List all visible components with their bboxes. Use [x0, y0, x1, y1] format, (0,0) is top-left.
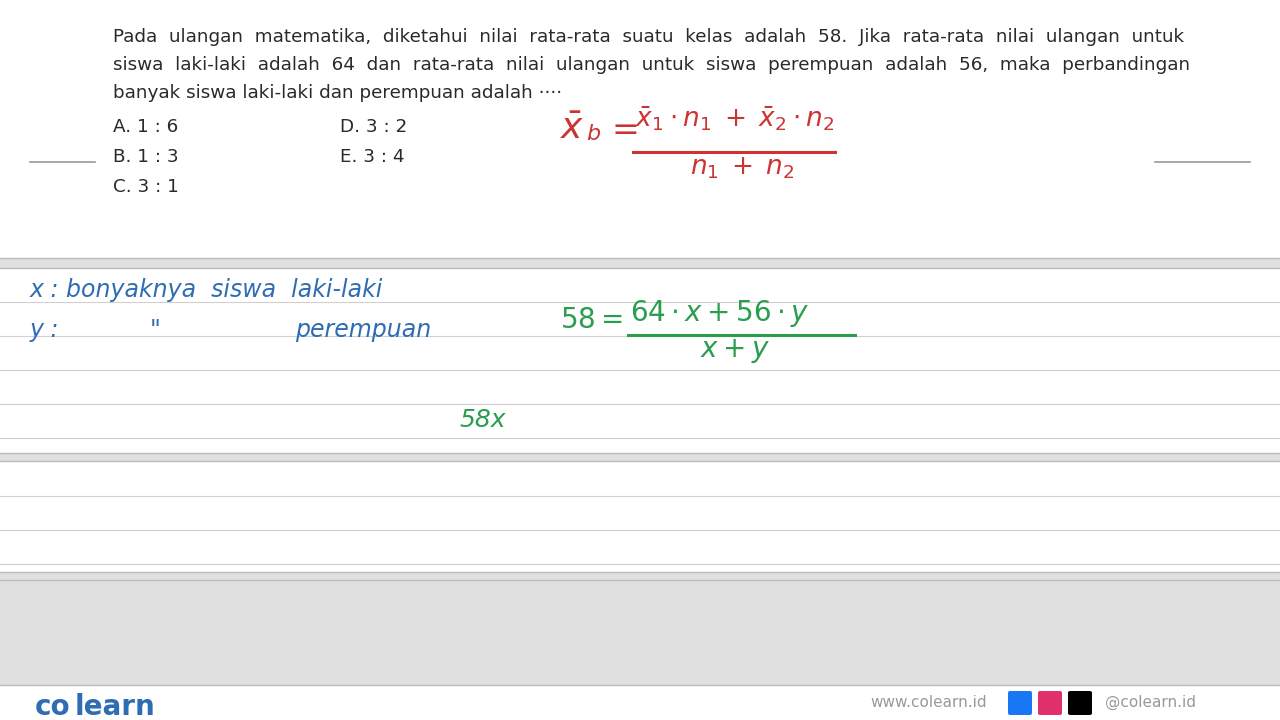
Text: C. 3 : 1: C. 3 : 1	[113, 178, 179, 196]
FancyBboxPatch shape	[1009, 691, 1032, 715]
Bar	[0, 462, 1280, 572]
Text: perempuan: perempuan	[294, 318, 431, 342]
Bar	[0, 0, 1280, 258]
Bar	[0, 685, 1280, 720]
Text: B. 1 : 3: B. 1 : 3	[113, 148, 179, 166]
Text: $58 =$: $58 =$	[561, 306, 623, 334]
Text: E. 3 : 4: E. 3 : 4	[340, 148, 404, 166]
Text: @colearn.id: @colearn.id	[1105, 695, 1196, 710]
Text: ": "	[150, 318, 161, 342]
Text: A. 1 : 6: A. 1 : 6	[113, 118, 178, 136]
Text: $b$: $b$	[586, 124, 602, 144]
FancyBboxPatch shape	[1068, 691, 1092, 715]
Text: banyak siswa laki-laki dan perempuan adalah ····: banyak siswa laki-laki dan perempuan ada…	[113, 84, 562, 102]
Text: $n_1 \;+\; n_2$: $n_1 \;+\; n_2$	[690, 155, 795, 181]
Text: $\bar{x}$: $\bar{x}$	[561, 112, 585, 146]
Text: $x + y$: $x + y$	[700, 337, 771, 365]
Text: D. 3 : 2: D. 3 : 2	[340, 118, 407, 136]
Text: 58x: 58x	[460, 408, 507, 432]
Text: $64 \cdot x + 56 \cdot y$: $64 \cdot x + 56 \cdot y$	[630, 298, 809, 329]
Bar	[0, 268, 1280, 453]
Text: $=$: $=$	[605, 112, 637, 145]
Text: x : bonyaknya  siswa  laki-laki: x : bonyaknya siswa laki-laki	[29, 278, 384, 302]
Text: y :: y :	[29, 318, 59, 342]
Text: Pada  ulangan  matematika,  diketahui  nilai  rata-rata  suatu  kelas  adalah  5: Pada ulangan matematika, diketahui nilai…	[113, 28, 1184, 46]
Text: www.colearn.id: www.colearn.id	[870, 695, 987, 710]
FancyBboxPatch shape	[1038, 691, 1062, 715]
Text: co: co	[35, 693, 70, 720]
Text: siswa  laki-laki  adalah  64  dan  rata-rata  nilai  ulangan  untuk  siswa  pere: siswa laki-laki adalah 64 dan rata-rata …	[113, 56, 1190, 74]
Text: $\bar{x}_1 \cdot n_1 \;+\; \bar{x}_2 \cdot n_2$: $\bar{x}_1 \cdot n_1 \;+\; \bar{x}_2 \cd…	[635, 104, 835, 133]
Text: learn: learn	[76, 693, 156, 720]
